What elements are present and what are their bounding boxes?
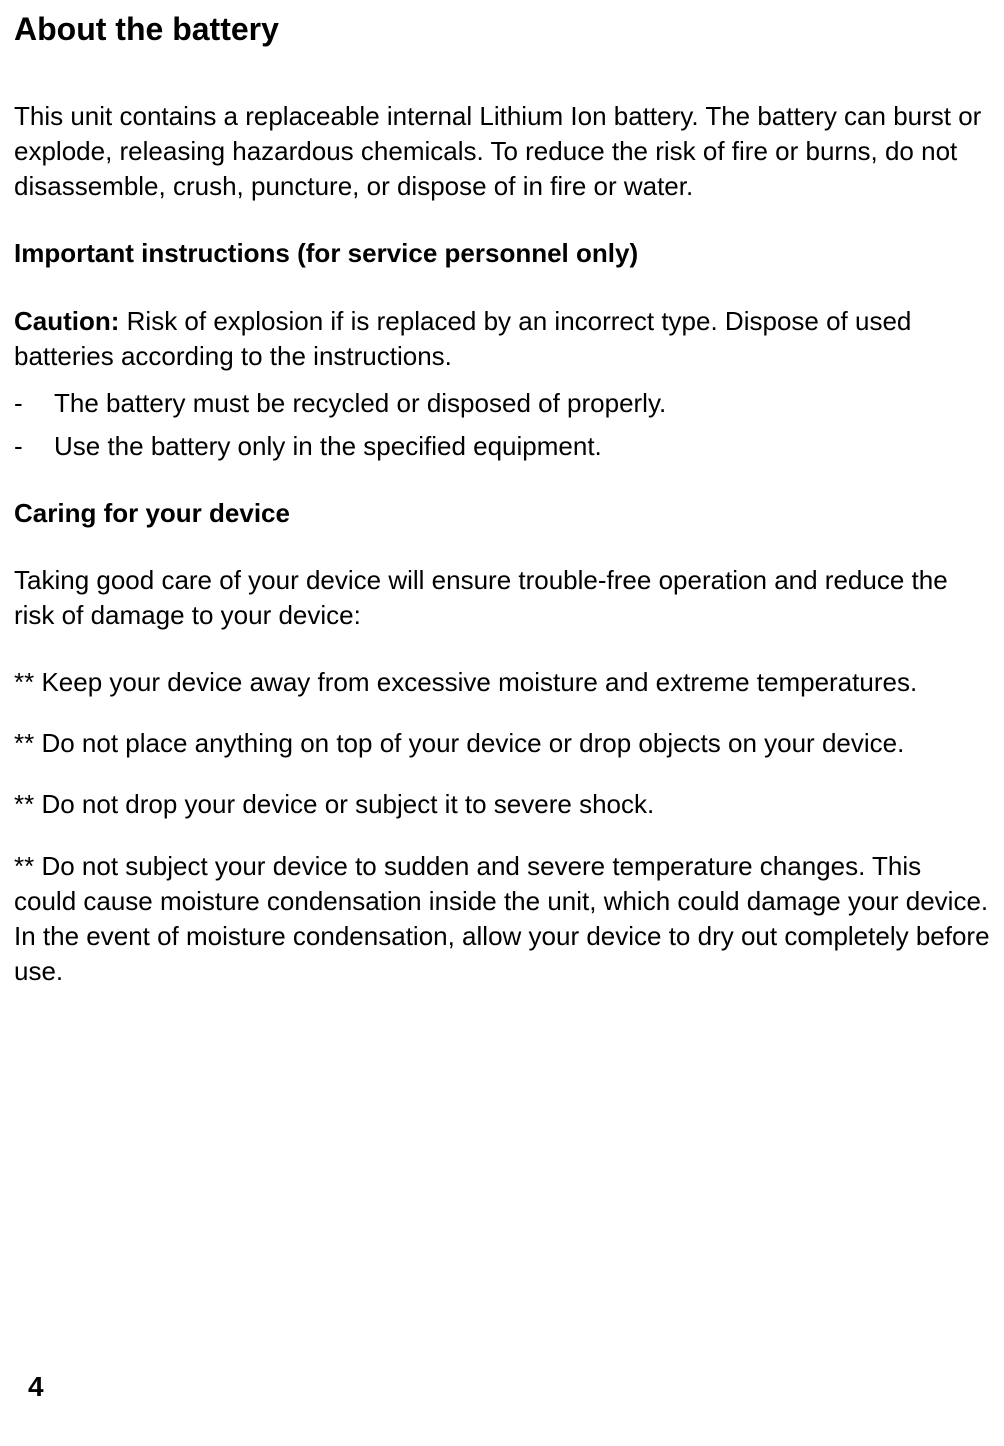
- caution-text: Risk of explosion if is replaced by an i…: [14, 306, 911, 371]
- page-container: About the battery This unit contains a r…: [14, 8, 990, 1426]
- bullet-temperature: ** Do not subject your device to sudden …: [14, 849, 990, 989]
- list-dash-icon: -: [14, 386, 54, 421]
- list-item-text: Use the battery only in the specified eq…: [54, 429, 602, 464]
- heading-caring-device: Caring for your device: [14, 496, 990, 531]
- para-battery-warning: This unit contains a replaceable interna…: [14, 99, 990, 204]
- heading-service-instructions: Important instructions (for service pers…: [14, 236, 990, 271]
- list-dash-icon: -: [14, 429, 54, 464]
- list-item-text: The battery must be recycled or disposed…: [54, 386, 666, 421]
- bullet-no-objects: ** Do not place anything on top of your …: [14, 726, 990, 761]
- list-item-specified-equipment: - Use the battery only in the specified …: [14, 429, 990, 464]
- bullet-no-drop: ** Do not drop your device or subject it…: [14, 787, 990, 822]
- bullet-moisture: ** Keep your device away from excessive …: [14, 665, 990, 700]
- list-item-recycle: - The battery must be recycled or dispos…: [14, 386, 990, 421]
- caution-label: Caution:: [14, 306, 119, 336]
- para-caution: Caution: Risk of explosion if is replace…: [14, 304, 990, 374]
- heading-about-battery: About the battery: [14, 8, 990, 51]
- page-number: 4: [28, 1368, 44, 1406]
- para-caring-intro: Taking good care of your device will ens…: [14, 563, 990, 633]
